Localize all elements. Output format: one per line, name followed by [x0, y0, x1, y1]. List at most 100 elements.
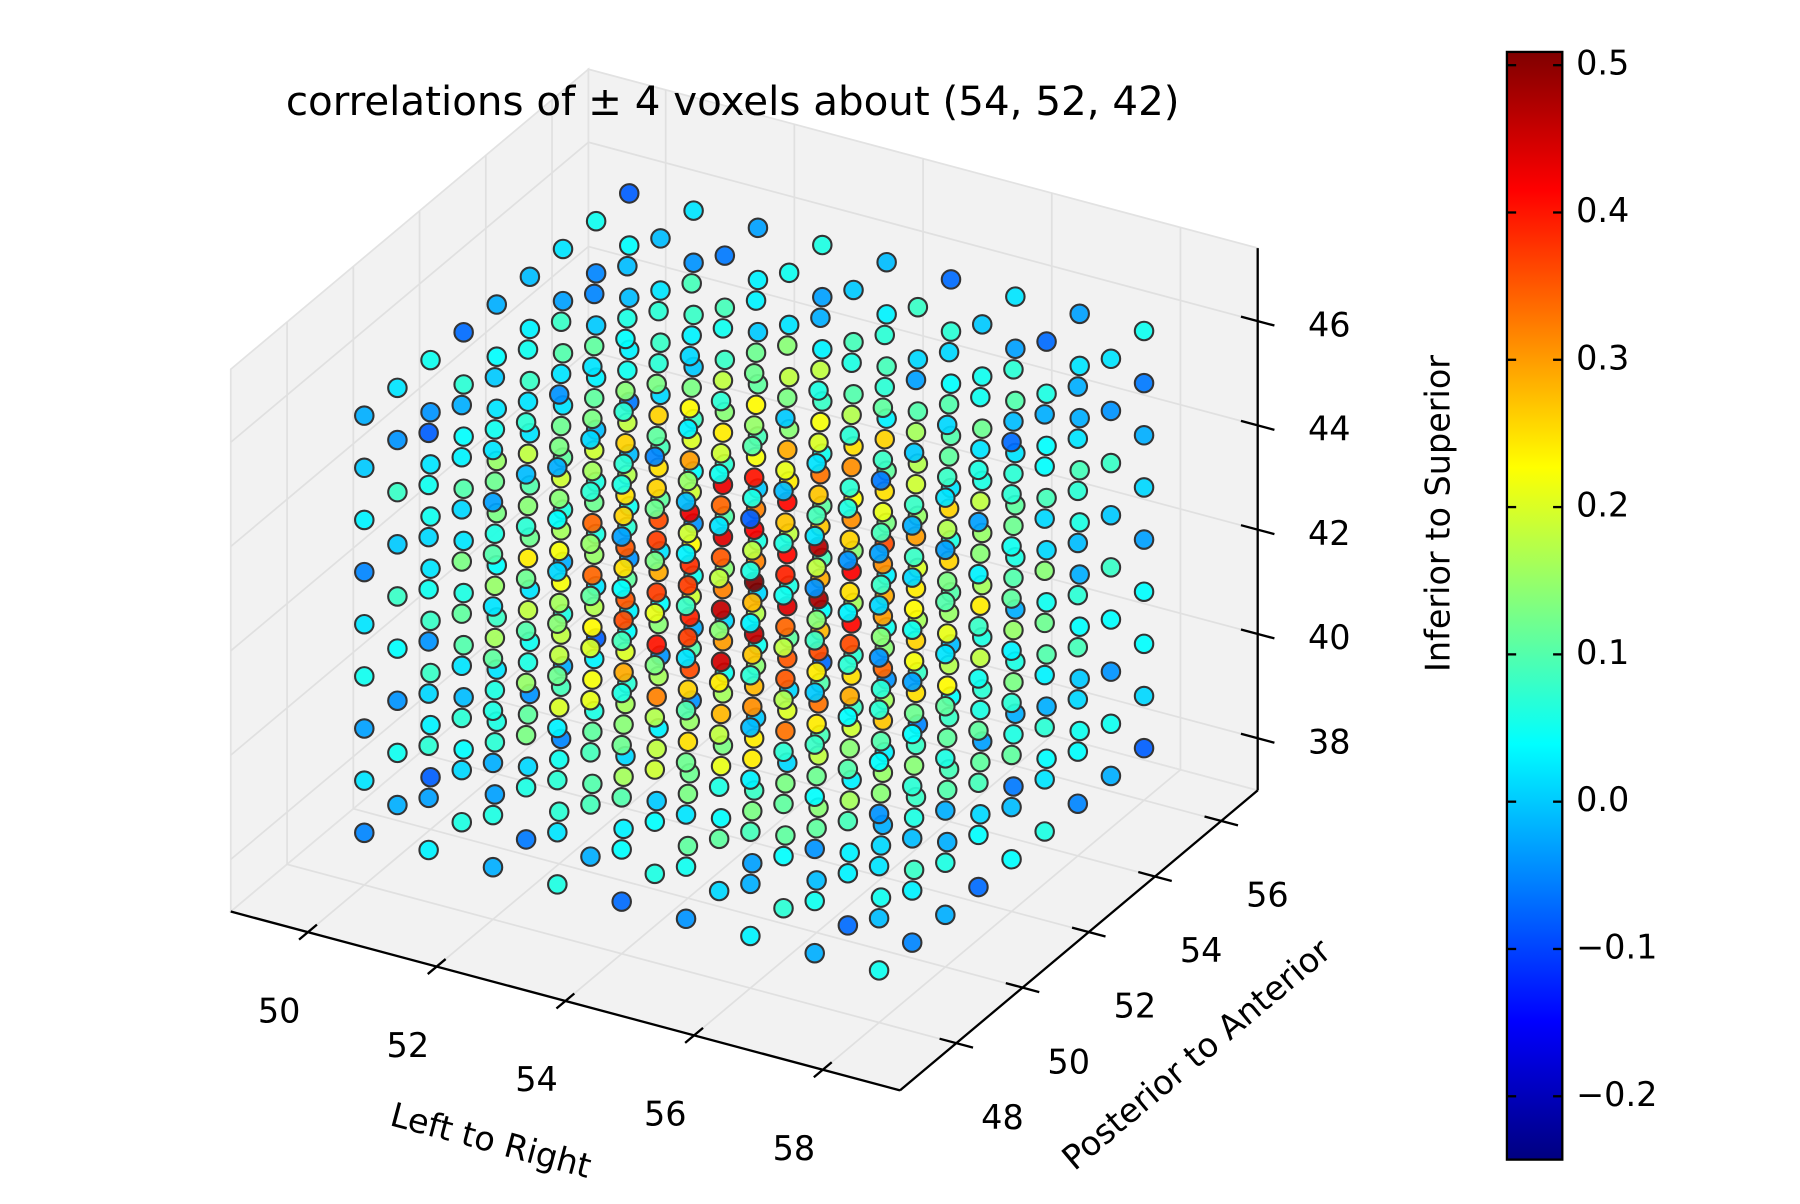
data-point: [1069, 407, 1090, 429]
data-point: [354, 509, 375, 531]
data-point: [841, 404, 862, 426]
data-point: [677, 783, 699, 805]
data-point: [905, 369, 927, 391]
data-point: [548, 749, 570, 770]
data-point: [675, 908, 697, 930]
data-point: [453, 530, 474, 552]
data-point: [804, 734, 826, 755]
data-point: [418, 839, 439, 861]
data-point: [387, 481, 408, 503]
data-point: [940, 321, 962, 342]
data-point: [354, 405, 375, 426]
data-point: [517, 599, 539, 621]
data-point: [1005, 338, 1026, 360]
data-point: [582, 617, 603, 638]
data-point: [903, 859, 925, 881]
data-point: [806, 870, 827, 891]
data-point: [580, 846, 601, 867]
data-point: [907, 349, 929, 370]
data-point: [936, 831, 958, 853]
data-point: [872, 501, 894, 523]
data-point: [1100, 661, 1122, 682]
data-point: [773, 689, 794, 710]
data-point: [515, 672, 537, 694]
data-point: [453, 582, 474, 604]
colorbar-ticks: −0.2 −0.1 0.0 0.1 0.2 0.3 0.4 0.5: [1506, 44, 1657, 1114]
data-point: [646, 634, 667, 655]
data-point: [903, 703, 925, 724]
data-point: [387, 690, 408, 712]
data-point: [580, 481, 601, 502]
data-point: [812, 234, 833, 256]
grid-line: [352, 266, 1023, 989]
data-point: [740, 612, 761, 634]
z-tick: [1240, 315, 1275, 327]
z-tick-label: 38: [1308, 723, 1351, 762]
data-point: [808, 380, 829, 401]
data-point: [710, 495, 732, 516]
data-point: [677, 522, 699, 544]
data-point: [775, 720, 796, 742]
data-point: [451, 446, 473, 468]
data-point: [517, 339, 539, 360]
data-point: [451, 759, 473, 781]
data-point: [804, 577, 826, 599]
data-point: [970, 386, 991, 408]
data-point: [1005, 286, 1026, 307]
grid-line: [436, 124, 796, 968]
data-point: [837, 862, 859, 884]
data-point: [740, 560, 761, 582]
data-point: [839, 529, 861, 551]
y-axis-line: [899, 789, 1259, 1092]
data-point: [517, 547, 539, 569]
data-point: [354, 718, 375, 739]
data-point: [1069, 459, 1090, 481]
data-point: [903, 651, 925, 672]
data-point: [675, 699, 697, 721]
data-point: [1001, 431, 1022, 453]
data-point: [677, 835, 699, 857]
data-point: [1003, 463, 1024, 484]
data-point: [775, 773, 796, 794]
data-point: [870, 678, 892, 700]
data-point: [1069, 303, 1090, 325]
data-point: [971, 366, 993, 387]
data-point: [580, 689, 601, 711]
x-axis-label: Left to Right: [386, 1095, 595, 1186]
data-point: [876, 251, 897, 273]
data-point: [547, 769, 568, 791]
data-point: [839, 477, 861, 498]
data-point: [585, 263, 607, 284]
data-point: [843, 331, 864, 353]
data-point: [548, 592, 570, 614]
data-point: [806, 713, 827, 735]
data-point: [1036, 435, 1057, 457]
data-point: [935, 748, 956, 769]
data-point: [517, 443, 539, 465]
colorbar-tick-label: 0.5: [1576, 44, 1629, 83]
data-point: [870, 626, 892, 648]
data-point: [515, 777, 537, 798]
data-point: [907, 401, 929, 422]
data-point: [812, 286, 833, 308]
data-point: [1067, 689, 1089, 710]
data-point: [778, 262, 800, 284]
data-point: [679, 345, 701, 367]
data-point: [876, 304, 897, 325]
data-point: [517, 652, 539, 673]
data-point: [870, 730, 892, 752]
data-point: [681, 325, 702, 346]
x-tick-label: 52: [387, 1026, 430, 1065]
data-point: [482, 856, 504, 878]
data-point: [874, 428, 896, 450]
data-point: [708, 776, 730, 797]
data-point: [710, 442, 732, 464]
data-point: [841, 352, 862, 374]
grid-line: [693, 193, 1053, 1037]
data-point: [804, 630, 826, 651]
data-point: [420, 766, 441, 788]
data-point: [517, 704, 539, 725]
data-point: [580, 742, 601, 763]
y-tick: [1137, 870, 1173, 883]
data-point: [646, 425, 667, 447]
